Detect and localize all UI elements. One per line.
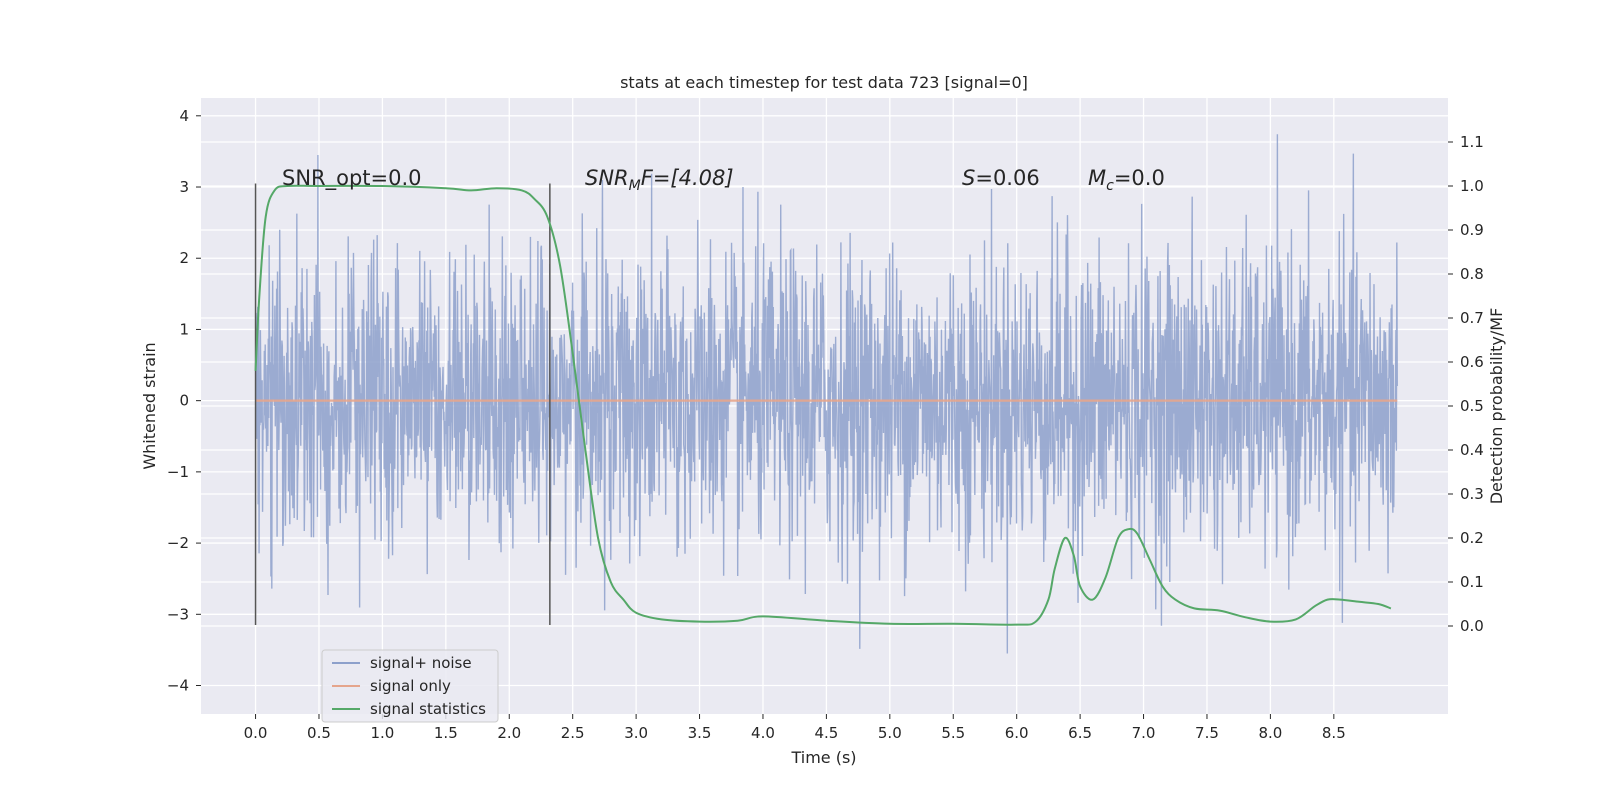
x-tick-label: 4.0 <box>751 724 775 742</box>
y-right-tick-label: 0.6 <box>1460 353 1484 371</box>
x-tick-label: 3.5 <box>688 724 712 742</box>
x-tick-label: 8.5 <box>1322 724 1346 742</box>
legend-label-signal-statistics: signal statistics <box>370 700 486 718</box>
y-left-tick-label: −3 <box>167 605 189 623</box>
y-axis-left-ticks: 4 3 2 1 0 −1 −2 −3 −4 <box>167 107 201 695</box>
annotation-snr-mf-tail: F=[4.08] <box>641 166 734 190</box>
annotation-snr-mf-sub: M <box>629 178 641 194</box>
annotation-snr-mf-base: SNR <box>585 166 629 190</box>
y-left-tick-label: 1 <box>179 320 189 338</box>
x-axis-label: Time (s) <box>790 748 856 767</box>
y-axis-right-ticks: 1.1 1.0 0.9 0.8 0.7 0.6 0.5 0.4 0.3 0.2 0.1 0.0 <box>1448 133 1484 635</box>
x-tick-label: 8.0 <box>1258 724 1282 742</box>
legend-label-signal-noise: signal+ noise <box>370 654 472 672</box>
annotation-mc-sub: c <box>1106 178 1114 194</box>
annotation-s-value: =0.06 <box>975 166 1039 190</box>
y-left-tick-label: 4 <box>179 107 189 125</box>
x-tick-label: 0.0 <box>244 724 268 742</box>
x-tick-label: 0.5 <box>307 724 331 742</box>
x-tick-label: 7.5 <box>1195 724 1219 742</box>
series-signal-statistics <box>254 184 1392 626</box>
x-tick-label: 6.0 <box>1005 724 1029 742</box>
y-left-tick-label: 3 <box>179 178 189 196</box>
series-signal-noise <box>254 134 1398 654</box>
y-left-tick-label: −1 <box>167 463 189 481</box>
y-axis-left-label: Whitened strain <box>140 342 159 469</box>
y-left-tick-label: 0 <box>179 392 189 410</box>
x-tick-label: 5.5 <box>941 724 965 742</box>
x-axis-ticks: 0.0 0.5 1.0 1.5 2.0 2.5 3.0 3.5 4.0 4.5 5.0 5.5 6.0 6… <box>244 714 1346 742</box>
y-right-tick-label: 0.2 <box>1460 529 1484 547</box>
legend: signal+ noise signal only signal statist… <box>321 649 499 723</box>
y-left-tick-label: −2 <box>167 534 189 552</box>
y-right-tick-label: 0.0 <box>1460 617 1484 635</box>
x-tick-label: 2.5 <box>561 724 585 742</box>
y-axis-right-label: Detection probability/MF <box>1487 308 1506 505</box>
signal-statistics-line <box>254 184 1392 626</box>
chart-title: stats at each timestep for test data 723… <box>620 73 1028 92</box>
annotation-s-base: S <box>962 166 975 190</box>
y-left-tick-label: −4 <box>167 677 189 695</box>
annotation-mc-value: =0.0 <box>1114 166 1165 190</box>
x-tick-label: 1.0 <box>370 724 394 742</box>
y-right-tick-label: 0.5 <box>1460 397 1484 415</box>
x-tick-label: 5.0 <box>878 724 902 742</box>
y-right-tick-label: 0.1 <box>1460 573 1484 591</box>
y-right-tick-label: 0.9 <box>1460 221 1484 239</box>
annotation-s: S=0.06 <box>962 166 1040 190</box>
y-right-tick-label: 0.4 <box>1460 441 1484 459</box>
y-right-tick-label: 0.8 <box>1460 265 1484 283</box>
x-tick-label: 1.5 <box>434 724 458 742</box>
x-tick-label: 3.0 <box>624 724 648 742</box>
marker-vlines <box>254 183 551 625</box>
annotation-mc-base: M <box>1088 166 1106 190</box>
y-right-tick-label: 0.3 <box>1460 485 1484 503</box>
y-right-tick-label: 1.1 <box>1460 133 1484 151</box>
x-tick-label: 2.0 <box>497 724 521 742</box>
legend-box <box>321 649 499 723</box>
signal-noise-line <box>254 134 1398 654</box>
y-right-tick-label: 0.7 <box>1460 309 1484 327</box>
annotation-snr-mf: SNRMF=[4.08] <box>585 166 734 194</box>
annotation-mc: Mc=0.0 <box>1088 166 1165 194</box>
y-right-tick-label: 1.0 <box>1460 177 1484 195</box>
annotation-snr-opt: SNR_opt=0.0 <box>282 166 422 191</box>
y-left-tick-label: 2 <box>179 249 189 267</box>
legend-label-signal-only: signal only <box>370 677 451 695</box>
x-tick-label: 6.5 <box>1068 724 1092 742</box>
x-tick-label: 7.0 <box>1132 724 1156 742</box>
x-tick-label: 4.5 <box>814 724 838 742</box>
